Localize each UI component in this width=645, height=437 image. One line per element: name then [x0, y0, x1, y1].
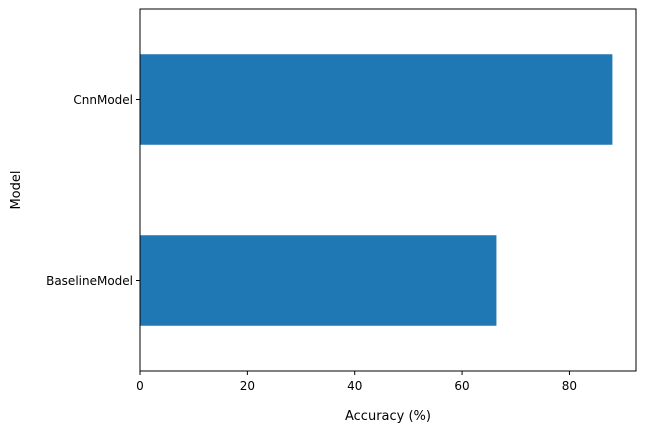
y-axis-label: Model	[9, 170, 24, 209]
x-tick-label: 80	[562, 379, 577, 393]
x-tick-label: 40	[347, 379, 362, 393]
x-axis-label: Accuracy (%)	[345, 409, 431, 424]
plot-frame	[139, 8, 637, 372]
y-tick-label: CnnModel	[73, 93, 133, 107]
bar-baselinemodel	[140, 235, 497, 326]
bars-group	[140, 54, 613, 326]
x-tick-label: 20	[240, 379, 255, 393]
bar-cnnmodel	[140, 54, 613, 145]
x-axis-ticks: 0 20 40 60 80	[136, 371, 577, 393]
x-tick-label: 0	[136, 379, 144, 393]
y-tick-label: BaselineModel	[46, 274, 133, 288]
x-tick-label: 60	[454, 379, 469, 393]
y-axis-ticks: BaselineModel CnnModel	[46, 93, 140, 288]
